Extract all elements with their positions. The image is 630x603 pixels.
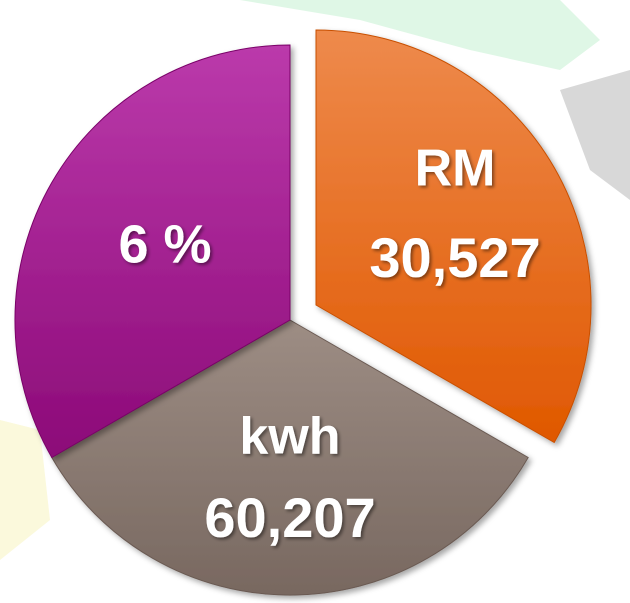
segment-label: RM bbox=[415, 140, 496, 198]
map-bg bbox=[240, 0, 600, 70]
segment-value: 6 % bbox=[118, 214, 211, 274]
segment-label: kwh bbox=[239, 408, 340, 466]
segment-value: 30,527 bbox=[369, 226, 540, 289]
slice-percent bbox=[14, 44, 291, 459]
segment-value: 60,207 bbox=[204, 486, 375, 549]
map-bg bbox=[560, 70, 630, 200]
map-bg bbox=[0, 420, 50, 560]
slice-rm bbox=[315, 29, 592, 444]
